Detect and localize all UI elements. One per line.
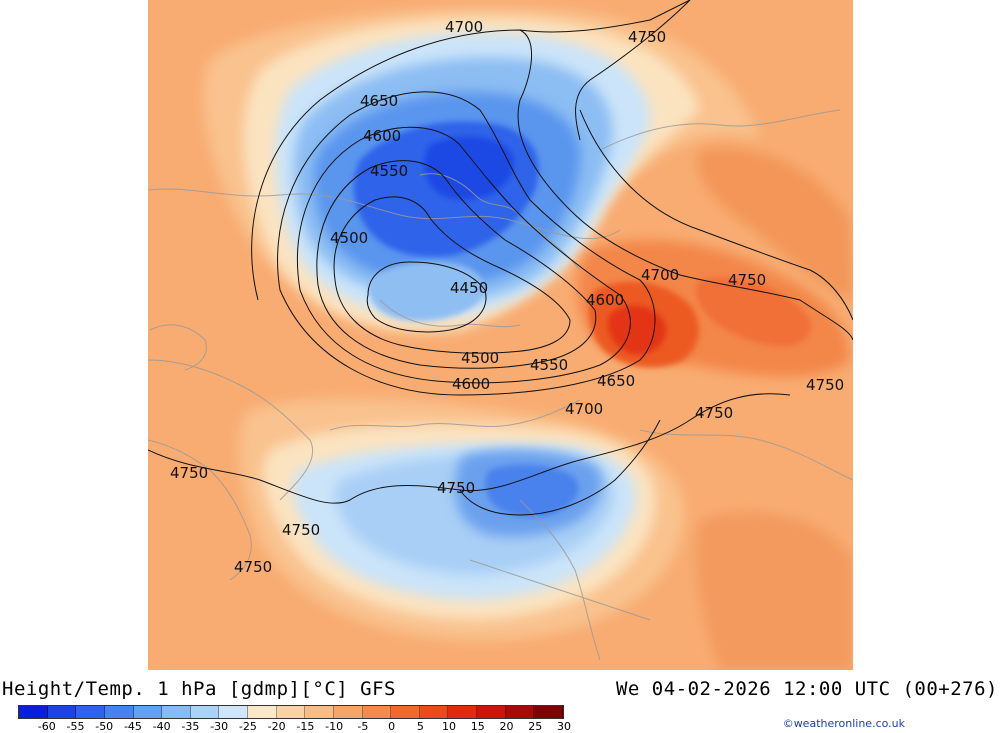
contour-label: 4700 [565,400,603,418]
colorbar-tick-label: 30 [557,720,571,733]
colorbar-swatch [305,706,334,718]
colorbar-swatch [219,706,248,718]
map-title: Height/Temp. 1 hPa [gdmp][°C] GFS [2,678,396,700]
colorbar-swatch [419,706,449,718]
valid-time: We 04-02-2026 12:00 UTC (00+276) [615,678,998,700]
colorbar-tick-label: -30 [210,720,229,733]
colorbar-tick-label: -15 [296,720,315,733]
colorbar-tick-label: -60 [37,720,56,733]
colorbar-tick-label: 25 [528,720,543,733]
colorbar-tick-label: -35 [181,720,200,733]
colorbar-swatch [448,706,477,718]
colorbar-swatch [276,706,306,718]
colorbar-swatch [104,706,134,718]
colorbar-tick-label: -5 [357,720,369,733]
colorbar-swatch [19,706,48,718]
contour-label: 4550 [370,162,408,180]
temperature-field: 4700 4750 4650 4600 4550 4500 4450 4700 … [148,0,853,670]
contour-label: 4450 [450,279,488,297]
weather-map: 4700 4750 4650 4600 4550 4500 4450 4700 … [148,0,853,670]
contour-label: 4650 [597,372,635,390]
colorbar-tick-label: 0 [388,720,396,733]
contour-label: 4750 [234,558,272,576]
colorbar-swatch [162,706,191,718]
contour-label: 4500 [461,349,499,367]
colorbar-tick-label: 20 [499,720,514,733]
contour-labels: 4700 4750 4650 4600 4550 4500 4450 4700 … [170,18,844,576]
contour-label: 4750 [728,271,766,289]
colorbar-labels: -60 -55 -50 -45 -40 -35 -30 -25 -20 -15 -10 -5 0 5 10 1… [18,720,571,733]
colorbar-tick-label: -45 [123,720,142,733]
colorbar-tick-label: -50 [95,720,114,733]
colorbar-swatch [133,706,163,718]
colorbar-swatch [391,706,420,718]
credit-link[interactable]: ©weatheronline.co.uk [782,717,905,730]
colorbar-swatch [47,706,77,718]
colorbar-tick-label: -10 [325,720,344,733]
colorbar-tick-label: 10 [442,720,457,733]
colorbar-tick-label: -25 [238,720,257,733]
contour-label: 4750 [170,464,208,482]
colorbar-tick-label: -55 [66,720,85,733]
colorbar-swatch [76,706,105,718]
contour-label: 4600 [452,375,490,393]
colorbar-swatch [477,706,506,718]
contour-label: 4750 [695,404,733,422]
colorbar-swatch [190,706,220,718]
contour-label: 4600 [586,291,624,309]
contour-label: 4550 [530,356,568,374]
contour-label: 4750 [628,28,666,46]
colorbar-tick-label: 15 [470,720,485,733]
contour-label: 4700 [445,18,483,36]
contour-label: 4650 [360,92,398,110]
colorbar-tick-label: 5 [416,720,424,733]
contour-label: 4750 [806,376,844,394]
colorbar-swatch [505,706,535,718]
colorbar-tick-label: -20 [267,720,286,733]
contour-label: 4500 [330,229,368,247]
colorbar-swatch [248,706,277,718]
map-canvas: 4700 4750 4650 4600 4550 4500 4450 4700 … [148,0,853,670]
contour-label: 4700 [641,266,679,284]
contour-label: 4600 [363,127,401,145]
contour-label: 4750 [282,521,320,539]
colorbar [18,705,564,719]
colorbar-swatch [534,706,563,718]
colorbar-swatch [333,706,363,718]
colorbar-tick-label: -40 [152,720,171,733]
colorbar-swatch [362,706,392,718]
contour-label: 4750 [437,479,475,497]
